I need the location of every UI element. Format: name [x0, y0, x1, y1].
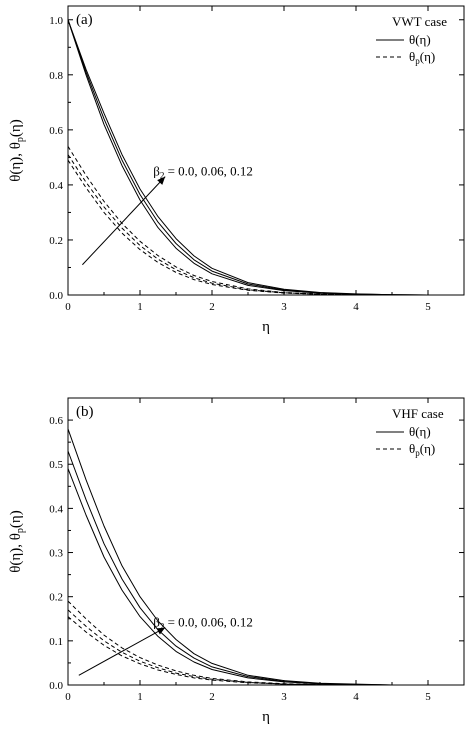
x-tick-label: 1: [137, 301, 143, 313]
y-tick-label: 0.1: [49, 636, 63, 648]
x-tick-label: 5: [425, 301, 431, 313]
theta-p-line-1: [67, 616, 428, 686]
x-tick-label: 4: [353, 691, 359, 703]
x-axis-label: η: [262, 709, 270, 725]
panel-label: (b): [76, 404, 94, 420]
y-tick-label: 0.4: [49, 503, 63, 515]
x-tick-label: 2: [209, 691, 215, 703]
plot-frame: [67, 397, 465, 686]
trend-arrow-head: [157, 176, 166, 185]
x-tick-label: 1: [137, 691, 143, 703]
x-tick-label: 4: [353, 301, 359, 313]
plot-frame: [67, 5, 465, 296]
trend-arrow-head: [156, 627, 166, 635]
theta-p-line-1: [67, 159, 428, 296]
legend-title: VHF case: [392, 406, 444, 421]
theta-line-1: [67, 19, 429, 296]
y-tick-label: 0.6: [49, 415, 63, 427]
theta-line-3: [67, 19, 429, 296]
y-tick-label: 0.6: [49, 125, 63, 137]
y-tick-label: 0.0: [49, 680, 63, 692]
x-axis-label: η: [262, 319, 270, 335]
chart-panel-a: 0 1 2 3 4 5 0.0 0.2 0.4 0.6 0.8 1.0 β2 = 0.0, 0.06, …: [8, 5, 465, 335]
x-tick-label: 3: [281, 691, 287, 703]
theta-line-2: [67, 19, 429, 296]
panel-label: (a): [76, 12, 93, 28]
y-axis-label: θ(η), θp(η): [8, 119, 26, 182]
legend-entry-label: θ(η): [409, 32, 431, 47]
theta-p-line-2: [67, 609, 428, 686]
theta-p-line-2: [67, 154, 428, 296]
x-tick-label: 0: [65, 301, 71, 313]
y-tick-label: 0.8: [49, 70, 63, 82]
y-tick-label: 1.0: [49, 15, 63, 27]
trend-arrow-line: [82, 176, 166, 266]
theta-line-1: [67, 468, 428, 686]
x-tick-label: 5: [425, 691, 431, 703]
x-tick-label: 3: [281, 301, 287, 313]
legend-title: VWT case: [392, 14, 447, 29]
chart-panel-b: 0 1 2 3 4 5 0.0 0.1 0.2 0.3 0.4 0.5 0.6 β2 = 0.0, 0.0…: [8, 397, 465, 725]
y-tick-label: 0.5: [49, 459, 63, 471]
legend-entry-label: θ(η): [409, 424, 431, 439]
beta-annotation: β2 = 0.0, 0.06, 0.12: [153, 615, 253, 632]
trend-arrow-line: [78, 627, 166, 676]
theta-p-line-3: [67, 146, 428, 296]
x-tick-label: 2: [209, 301, 215, 313]
theta-line-2: [67, 450, 428, 686]
y-tick-label: 0.0: [49, 290, 63, 302]
y-axis-label: θ(η), θp(η): [8, 510, 26, 573]
y-tick-label: 0.3: [49, 548, 63, 560]
y-tick-label: 0.4: [49, 180, 63, 192]
x-tick-label: 0: [65, 691, 71, 703]
legend-entry-label: θp(η): [409, 441, 435, 458]
theta-p-line-3: [67, 600, 428, 686]
y-tick-label: 0.2: [49, 235, 63, 247]
theta-line-3: [67, 428, 428, 686]
beta-annotation: β2 = 0.0, 0.06, 0.12: [153, 164, 253, 181]
y-tick-label: 0.2: [49, 592, 63, 604]
legend-entry-label: θp(η): [409, 49, 435, 66]
